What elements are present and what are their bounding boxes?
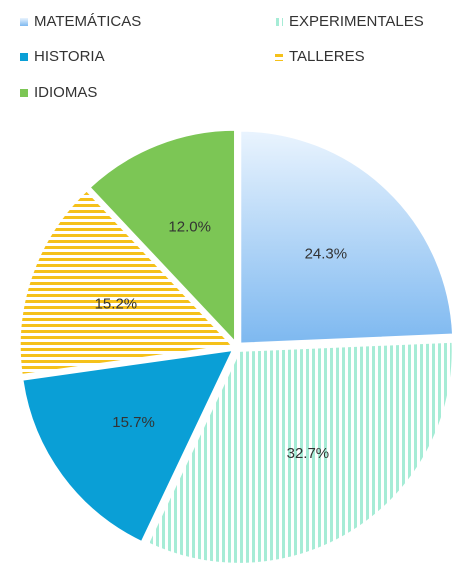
legend-label: HISTORIA xyxy=(34,48,105,65)
legend-marker xyxy=(20,53,28,61)
legend-marker xyxy=(275,53,283,61)
legend-label: MATEMÁTICAS xyxy=(34,13,141,30)
pie-slice xyxy=(86,127,238,348)
pie-slice xyxy=(17,187,237,378)
legend-marker xyxy=(20,18,28,26)
data-label: 15.2% xyxy=(95,295,138,312)
data-label: 32.7% xyxy=(287,445,330,462)
data-label: 15.7% xyxy=(112,414,155,431)
legend-label: TALLERES xyxy=(289,48,365,65)
legend-label: EXPERIMENTALES xyxy=(289,13,424,30)
legend-label: IDIOMAS xyxy=(34,84,97,101)
pie-slice xyxy=(238,128,454,346)
pie-slice xyxy=(145,339,454,566)
data-label: 12.0% xyxy=(168,219,211,236)
data-label: 24.3% xyxy=(305,245,348,262)
legend-marker xyxy=(20,89,28,97)
legend-marker xyxy=(275,18,283,26)
pie-slice xyxy=(20,347,237,545)
